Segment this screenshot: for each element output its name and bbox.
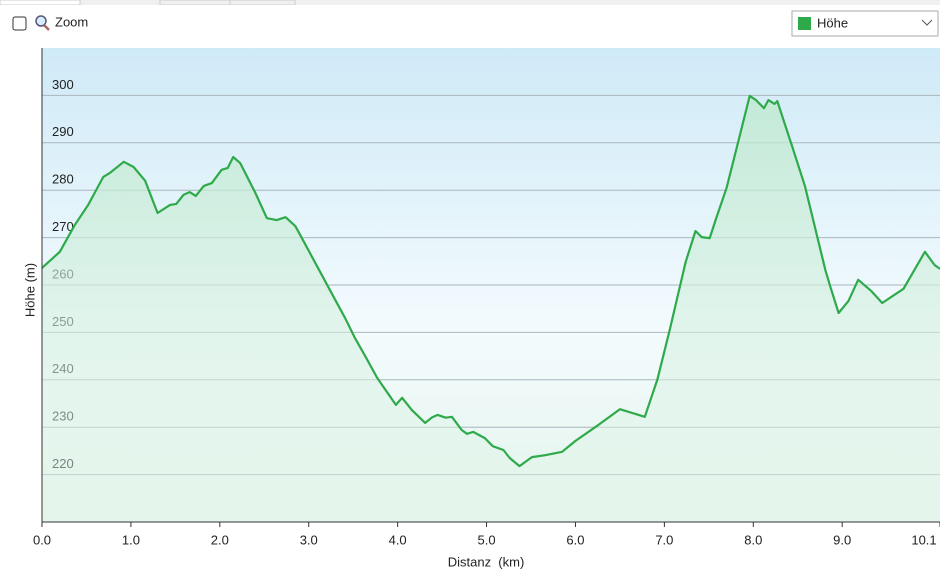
series-dropdown[interactable] [791, 10, 939, 37]
dropdown-arrow [921, 19, 933, 26]
x-tick-label: 5.0 [478, 532, 496, 547]
x-tick-label: 9.0 [833, 532, 851, 547]
elevation-line [41, 94, 940, 468]
tab[interactable] [229, 0, 296, 6]
area-fill [42, 95, 940, 523]
y-tick-label: 290 [52, 124, 74, 139]
x-axis-label: Distanz (km) [448, 554, 525, 569]
tab[interactable] [0, 0, 81, 6]
x-tick-label: 4.0 [389, 532, 407, 547]
x-tick-label: 2.0 [211, 532, 229, 547]
y-axis-label: Höhe (m) [22, 263, 37, 317]
zoom-icon [35, 15, 47, 27]
x-tick-label: 0.0 [33, 532, 51, 547]
x-tick-label: 3.0 [300, 532, 318, 547]
zoom-icon-handle [43, 24, 50, 31]
zoom-label: Zoom [55, 14, 88, 29]
legend-swatch [798, 17, 811, 30]
legend-label: Höhe [817, 15, 848, 30]
x-tick-label: 10.1 [911, 532, 936, 547]
tab-strip [0, 0, 940, 5]
zoom-checkbox[interactable] [12, 16, 27, 31]
toolbar [0, 5, 940, 43]
tab[interactable] [159, 0, 231, 6]
x-tick-label: 1.0 [122, 532, 140, 547]
x-tick-label: 8.0 [744, 532, 762, 547]
chart: 2202302402502602702802903000.01.02.03.04… [22, 48, 940, 569]
y-tick-label: 270 [52, 219, 74, 234]
y-tick-label: 280 [52, 172, 74, 187]
x-tick-label: 6.0 [566, 532, 584, 547]
x-tick-label: 7.0 [655, 532, 673, 547]
y-tick-label: 300 [52, 77, 74, 92]
